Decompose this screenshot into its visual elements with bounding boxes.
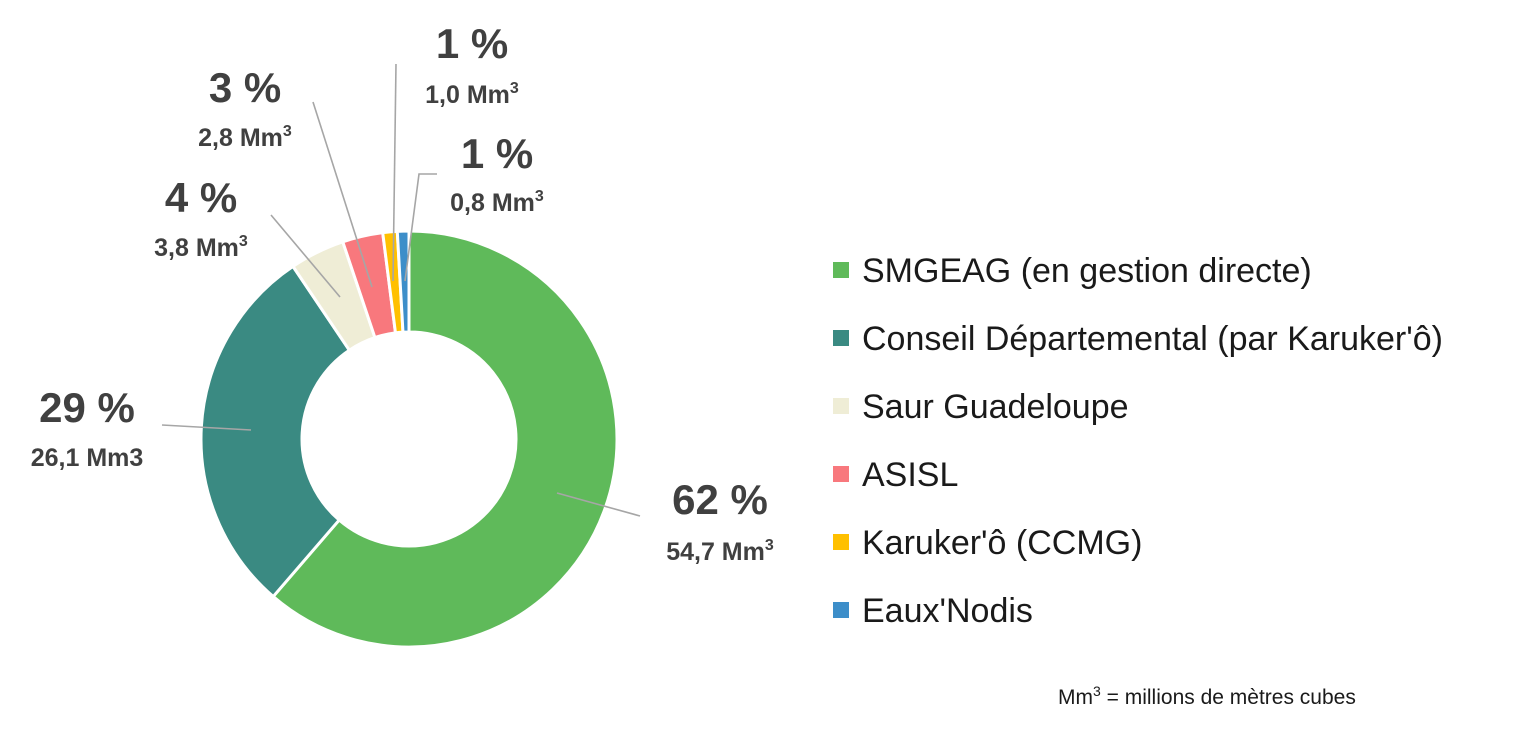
legend-label-smgeag-en-gestion-directe: SMGEAG (en gestion directe)	[862, 252, 1312, 290]
legend-swatch-conseil-departemental-par-karuker-o	[833, 330, 849, 346]
percent-label-smgeag-en-gestion-directe: 62 %	[672, 476, 768, 523]
legend-swatch-karuker-o-ccmg	[833, 534, 849, 550]
slice-eaux-nodis	[395, 229, 411, 334]
percent-label-eaux-nodis: 1 %	[461, 130, 533, 177]
leader-lines	[161, 63, 641, 517]
slices-layer	[199, 229, 619, 649]
legend-item-eaux-nodis: Eaux'Nodis	[833, 592, 1033, 630]
legend-item-karuker-o-ccmg: Karuker'ô (CCMG)	[833, 524, 1142, 562]
data-labels: 62 % 54,7 Mm3 29 % 26,1 Mm3 4 % 3,8 Mm3 3 % 2,8…	[31, 20, 774, 566]
leader-line-saur-guadeloupe	[270, 214, 341, 298]
legend-swatch-saur-guadeloupe	[833, 398, 849, 414]
legend-swatch-asisl	[833, 466, 849, 482]
legend-swatch-eaux-nodis	[833, 602, 849, 618]
footnote-unit: Mm	[1058, 686, 1093, 709]
slice-conseil-departemental-par-karuker-o	[199, 264, 352, 599]
legend-label-saur-guadeloupe: Saur Guadeloupe	[862, 388, 1129, 426]
footnote: Mm3 = millions de mètres cubes	[1058, 683, 1356, 709]
legend: SMGEAG (en gestion directe) Conseil Dépar…	[833, 252, 1443, 630]
volume-label-conseil-departemental-par-karuker-o: 26,1 Mm3	[31, 444, 144, 472]
leader-line-asisl	[312, 101, 373, 288]
legend-item-conseil-departemental-par-karuker-o: Conseil Départemental (par Karuker'ô)	[833, 320, 1443, 358]
legend-label-eaux-nodis: Eaux'Nodis	[862, 592, 1033, 630]
footnote-text: Mm3 = millions de mètres cubes	[1058, 683, 1356, 709]
leader-line-conseil-departemental-par-karuker-o	[161, 424, 252, 431]
leader-line-karuker-o-ccmg	[392, 63, 397, 282]
percent-label-asisl: 3 %	[209, 64, 281, 111]
percent-label-saur-guadeloupe: 4 %	[165, 174, 237, 221]
percent-label-karuker-o-ccmg: 1 %	[436, 20, 508, 67]
volume-label-karuker-o-ccmg: 1,0 Mm3	[425, 80, 519, 109]
legend-swatch-smgeag-en-gestion-directe	[833, 262, 849, 278]
legend-label-asisl: ASISL	[862, 456, 958, 494]
footnote-definition: = millions de mètres cubes	[1101, 686, 1356, 709]
legend-label-conseil-departemental-par-karuker-o: Conseil Départemental (par Karuker'ô)	[862, 320, 1443, 358]
slice-smgeag-en-gestion-directe	[271, 229, 619, 649]
leader-line-eaux-nodis	[404, 173, 437, 282]
legend-item-asisl: ASISL	[833, 456, 958, 494]
volume-label-smgeag-en-gestion-directe: 54,7 Mm3	[666, 537, 774, 566]
percent-label-conseil-departemental-par-karuker-o: 29 %	[39, 384, 135, 431]
legend-label-karuker-o-ccmg: Karuker'ô (CCMG)	[862, 524, 1142, 562]
legend-item-saur-guadeloupe: Saur Guadeloupe	[833, 388, 1129, 426]
volume-label-eaux-nodis: 0,8 Mm3	[450, 188, 544, 217]
footnote-unit-sup: 3	[1093, 683, 1101, 699]
volume-label-asisl: 2,8 Mm3	[198, 123, 292, 152]
volume-label-saur-guadeloupe: 3,8 Mm3	[154, 233, 248, 262]
leader-line-smgeag-en-gestion-directe	[556, 492, 641, 517]
legend-item-smgeag-en-gestion-directe: SMGEAG (en gestion directe)	[833, 252, 1312, 290]
